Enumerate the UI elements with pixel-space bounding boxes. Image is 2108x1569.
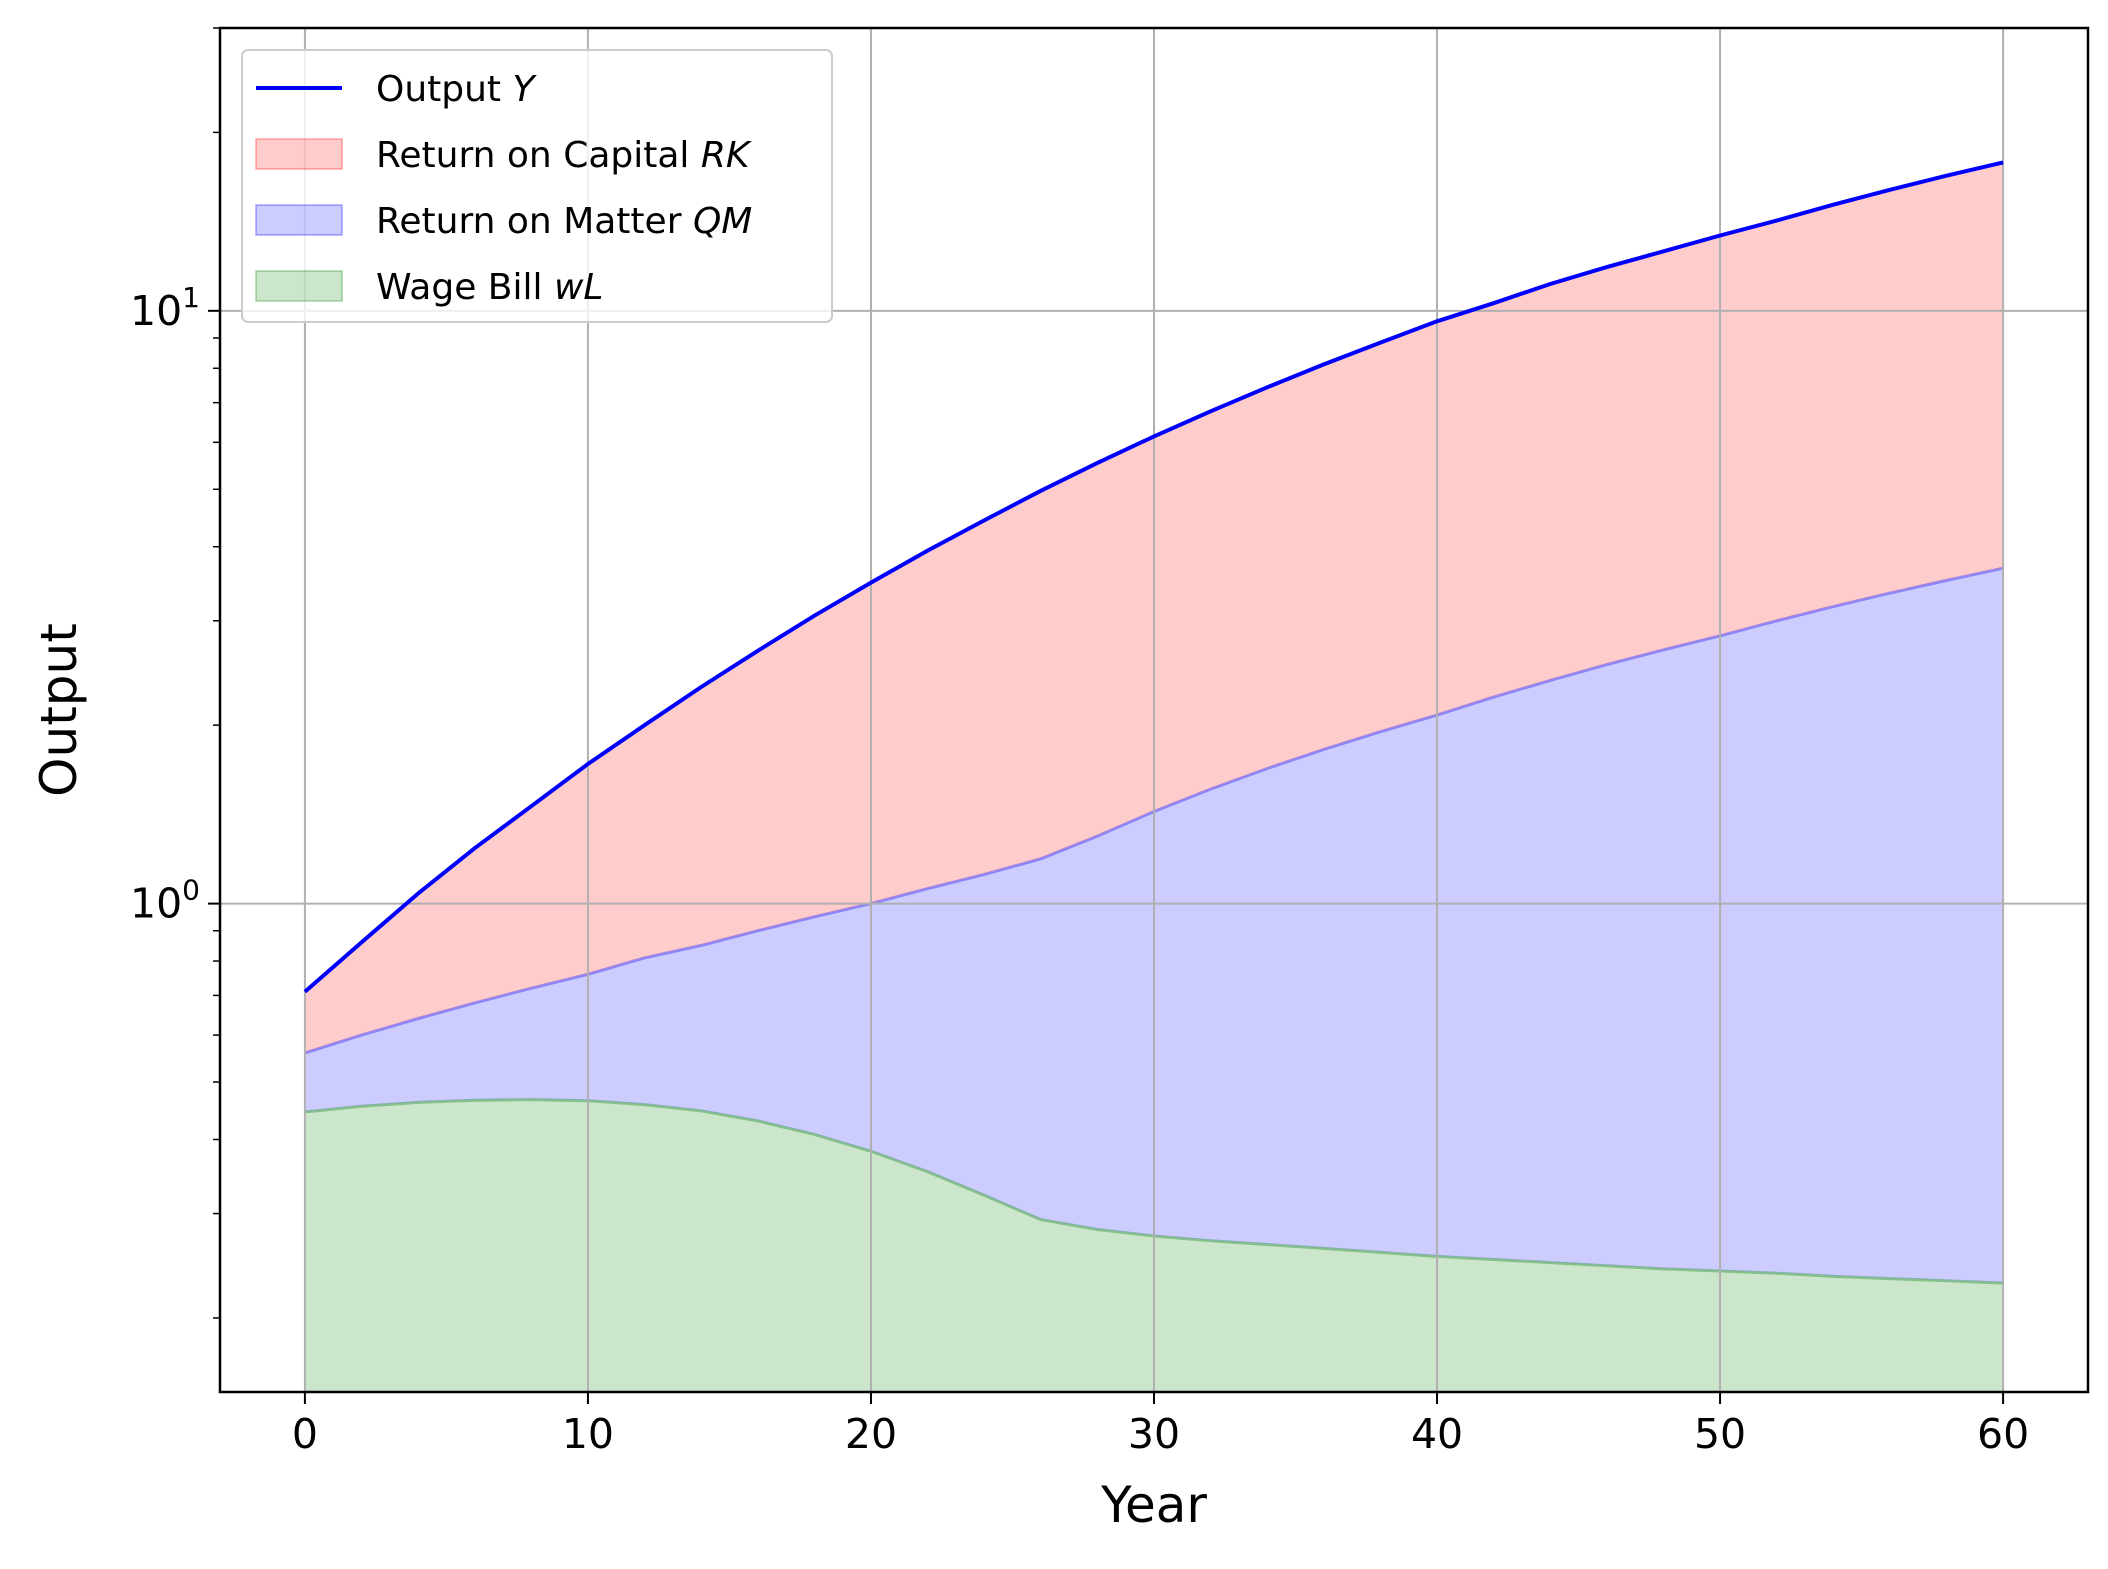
gridlines	[220, 28, 2088, 1392]
legend-box	[241, 49, 833, 323]
y-tick-label: 100	[130, 874, 200, 928]
x-tick-label: 0	[292, 1410, 318, 1458]
series-line-output	[303, 160, 2004, 994]
legend-label: Output Y	[376, 69, 538, 110]
legend-label: Wage Bill wL	[376, 267, 603, 308]
x-axis-title: Year	[1100, 1476, 1207, 1534]
x-tick-label: 10	[562, 1410, 614, 1458]
legend-label: Return on Capital RK	[376, 135, 752, 176]
legend-swatch-patch	[255, 204, 343, 236]
x-tick-label: 20	[845, 1410, 897, 1458]
legend: Output Y Return on Capital RK Return on Ma…	[241, 49, 833, 323]
legend-label: Return on Matter QM	[376, 201, 752, 242]
x-tick-label: 40	[1411, 1410, 1463, 1458]
y-tick-label: 101	[130, 281, 200, 335]
x-tick-label: 60	[1977, 1410, 2029, 1458]
x-tick-label: 30	[1128, 1410, 1180, 1458]
legend-swatch-patch	[255, 138, 343, 170]
y-axis-ticks: 100 101	[130, 27, 220, 1319]
legend-swatch-patch	[255, 270, 343, 302]
x-tick-label: 50	[1694, 1410, 1746, 1458]
y-axis-title: Output	[30, 623, 88, 797]
series-lines	[303, 160, 2004, 994]
x-axis-ticks: 0 10 20 30 40 50 60	[292, 1392, 2029, 1458]
